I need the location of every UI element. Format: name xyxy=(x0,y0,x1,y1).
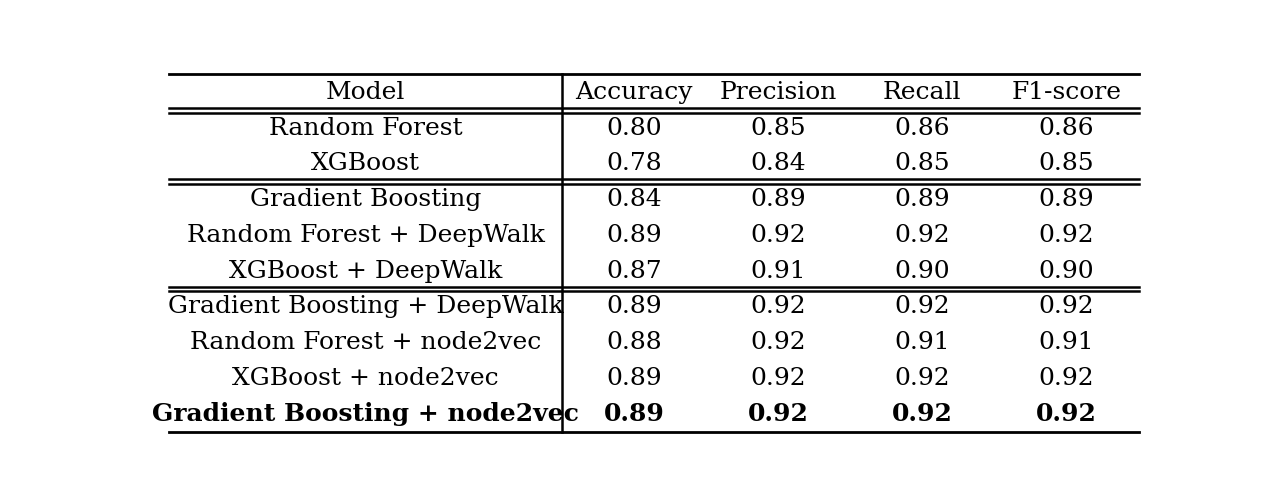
Text: XGBoost: XGBoost xyxy=(311,152,420,175)
Text: 0.92: 0.92 xyxy=(750,331,806,354)
Text: Random Forest: Random Forest xyxy=(269,117,462,140)
Text: 0.89: 0.89 xyxy=(606,367,662,390)
Text: 0.91: 0.91 xyxy=(894,331,951,354)
Text: 0.84: 0.84 xyxy=(606,188,662,211)
Text: 0.89: 0.89 xyxy=(750,188,806,211)
Text: 0.91: 0.91 xyxy=(1039,331,1095,354)
Text: 0.85: 0.85 xyxy=(1039,152,1095,175)
Text: Precision: Precision xyxy=(720,81,837,104)
Text: 0.92: 0.92 xyxy=(1036,402,1097,426)
Text: 0.89: 0.89 xyxy=(604,402,665,426)
Text: 0.92: 0.92 xyxy=(748,402,809,426)
Text: 0.84: 0.84 xyxy=(750,152,806,175)
Text: Random Forest + node2vec: Random Forest + node2vec xyxy=(190,331,541,354)
Text: 0.92: 0.92 xyxy=(892,402,953,426)
Text: 0.88: 0.88 xyxy=(606,331,662,354)
Text: 0.80: 0.80 xyxy=(606,117,662,140)
Text: 0.92: 0.92 xyxy=(894,224,951,247)
Text: 0.92: 0.92 xyxy=(894,367,951,390)
Text: Model: Model xyxy=(325,81,406,104)
Text: 0.92: 0.92 xyxy=(894,295,951,319)
Text: 0.89: 0.89 xyxy=(894,188,951,211)
Text: Accuracy: Accuracy xyxy=(575,81,693,104)
Text: 0.92: 0.92 xyxy=(750,367,806,390)
Text: 0.92: 0.92 xyxy=(750,224,806,247)
Text: 0.85: 0.85 xyxy=(894,152,951,175)
Text: 0.87: 0.87 xyxy=(606,260,662,283)
Text: 0.90: 0.90 xyxy=(894,260,951,283)
Text: Gradient Boosting: Gradient Boosting xyxy=(250,188,481,211)
Text: 0.86: 0.86 xyxy=(894,117,951,140)
Text: 0.89: 0.89 xyxy=(606,295,662,319)
Text: 0.78: 0.78 xyxy=(606,152,662,175)
Text: F1-score: F1-score xyxy=(1012,81,1122,104)
Text: XGBoost + DeepWalk: XGBoost + DeepWalk xyxy=(228,260,503,283)
Text: 0.90: 0.90 xyxy=(1039,260,1095,283)
Text: 0.89: 0.89 xyxy=(606,224,662,247)
Text: 0.85: 0.85 xyxy=(750,117,806,140)
Text: 0.92: 0.92 xyxy=(750,295,806,319)
Text: 0.92: 0.92 xyxy=(1039,367,1095,390)
Text: Recall: Recall xyxy=(883,81,962,104)
Text: 0.92: 0.92 xyxy=(1039,224,1095,247)
Text: Random Forest + DeepWalk: Random Forest + DeepWalk xyxy=(186,224,545,247)
Text: 0.86: 0.86 xyxy=(1039,117,1095,140)
Text: XGBoost + node2vec: XGBoost + node2vec xyxy=(232,367,499,390)
Text: Gradient Boosting + DeepWalk: Gradient Boosting + DeepWalk xyxy=(167,295,564,319)
Text: 0.92: 0.92 xyxy=(1039,295,1095,319)
Text: Gradient Boosting + node2vec: Gradient Boosting + node2vec xyxy=(152,402,579,426)
Text: 0.89: 0.89 xyxy=(1039,188,1095,211)
Text: 0.91: 0.91 xyxy=(750,260,806,283)
